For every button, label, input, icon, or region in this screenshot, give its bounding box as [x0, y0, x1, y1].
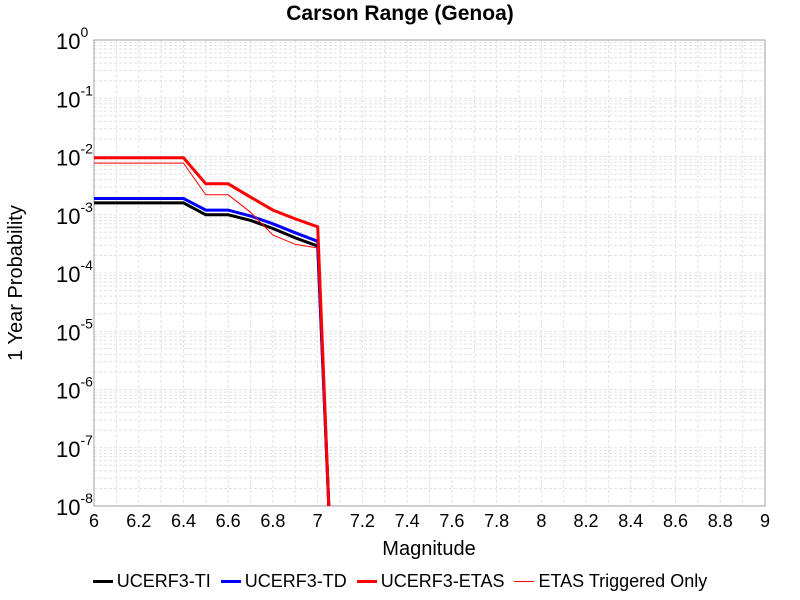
x-tick-label: 7.2: [350, 511, 375, 531]
y-tick-label: 10-8: [56, 490, 93, 520]
legend-label: UCERF3-TI: [116, 570, 211, 591]
legend-label: UCERF3-TD: [244, 570, 347, 591]
plot-area: [93, 39, 766, 507]
x-tick-label: 6.6: [216, 511, 241, 531]
legend-swatch: [220, 579, 241, 583]
x-tick-label: 7.8: [484, 511, 509, 531]
x-tick-label: 6.2: [126, 511, 151, 531]
x-tick-label: 6.4: [171, 511, 196, 531]
y-tick-label: 10-3: [56, 199, 93, 229]
x-tick-label: 8: [536, 511, 546, 531]
series-line: [94, 197, 331, 506]
legend-swatch: [92, 579, 113, 583]
grid-lines: [93, 40, 766, 507]
y-tick-label: 10-1: [56, 82, 93, 112]
y-tick-label: 10-4: [56, 257, 93, 287]
y-tick-labels: 100 10-1 10-2 10-3 10-4 10-5 10-6 10-7 10-8: [56, 24, 93, 520]
legend-swatch: [514, 580, 535, 582]
x-tick-label: 7.6: [439, 511, 464, 531]
legend-label: UCERF3-ETAS: [380, 570, 505, 591]
x-tick-label: 7: [313, 511, 323, 531]
series-line: [94, 201, 331, 506]
y-tick-label: 100: [56, 24, 88, 54]
series-line: [94, 156, 331, 506]
y-tick-label: 10-5: [56, 315, 93, 345]
legend-label: ETAS Triggered Only: [538, 570, 708, 591]
x-tick-label: 9: [760, 511, 770, 531]
y-tick-label: 10-2: [56, 141, 93, 171]
x-tick-label: 6.8: [260, 511, 285, 531]
chart-title: Carson Range (Genoa): [286, 2, 514, 25]
legend-item: UCERF3-TD: [220, 570, 347, 592]
y-tick-label: 10-7: [56, 432, 93, 462]
legend-swatch: [356, 579, 377, 583]
y-tick-label: 10-6: [56, 374, 93, 404]
legend-item: ETAS Triggered Only: [514, 571, 707, 592]
x-tick-label: 8.4: [618, 511, 643, 531]
x-tick-label: 7.4: [395, 511, 420, 531]
y-axis-label: 1 Year Probability: [5, 205, 27, 361]
series-lines: [94, 156, 331, 506]
series-line: [94, 162, 330, 506]
legend: UCERF3-TI UCERF3-TD UCERF3-ETAS ETAS Trigge…: [0, 566, 800, 596]
x-axis-label: Magnitude: [382, 538, 475, 560]
x-tick-label: 8.6: [663, 511, 688, 531]
legend-item: UCERF3-ETAS: [356, 570, 505, 592]
x-tick-label: 8.8: [708, 511, 733, 531]
legend-item: UCERF3-TI: [92, 570, 211, 592]
x-tick-label: 6: [89, 511, 99, 531]
x-tick-label: 8.2: [574, 511, 599, 531]
x-tick-labels: 6 6.2 6.4 6.6 6.8 7 7.2 7.4 7.6 7.8 8 8.2 8.4 8.6 8.8 9: [89, 511, 770, 531]
